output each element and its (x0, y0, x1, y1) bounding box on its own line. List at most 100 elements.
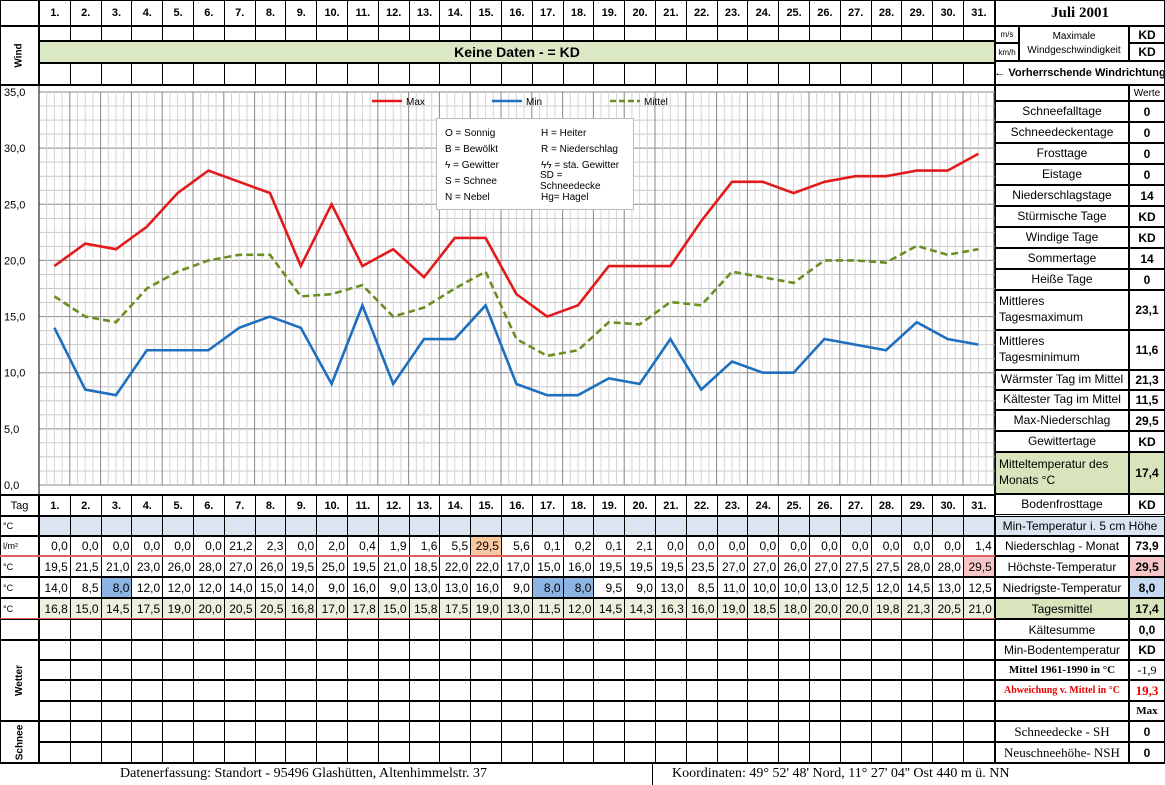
snow-cell (285, 742, 318, 763)
snow-cell (69, 721, 102, 742)
table-cell-min: 9,0 (501, 577, 533, 598)
table-cell-min: 9,0 (316, 577, 348, 598)
blank-cell (69, 619, 102, 640)
table-cell-max: 27,5 (870, 556, 903, 577)
wind-cell (655, 26, 687, 41)
table-cell-mittel: 21,0 (963, 598, 995, 619)
wind-cell (470, 63, 502, 85)
symbol-legend-right: Hg= Hagel (541, 191, 589, 203)
snow-cell (562, 742, 595, 763)
table-cell-null (963, 516, 995, 536)
snow-cell (470, 721, 502, 742)
tag-day: 10. (316, 495, 348, 516)
weather-cell (901, 660, 934, 680)
symbol-legend-row: B = Bewölkt R = Niederschlag (445, 141, 625, 157)
snow-cell (39, 742, 71, 763)
unit-cell: °C (0, 598, 39, 619)
weather-cell (501, 660, 533, 680)
stat-value: 0 (1129, 143, 1165, 164)
tag-day: 14. (439, 495, 472, 516)
wind-cell (685, 63, 718, 85)
blank-cell (778, 619, 810, 640)
table-cell-max: 22,0 (470, 556, 502, 577)
table-cell-precip: 21,2 (223, 536, 256, 556)
wind-cell (408, 63, 441, 85)
table-cell-max: 19,5 (285, 556, 318, 577)
day-header: 27. (839, 0, 872, 26)
tag-day: 1. (39, 495, 71, 516)
tag-day: 8. (254, 495, 287, 516)
weather-cell (39, 640, 71, 660)
wind-cell (254, 26, 287, 41)
table-cell-mittel: 20,5 (254, 598, 287, 619)
weather-cell (223, 640, 256, 660)
table-cell-precip: 0,0 (747, 536, 780, 556)
blank-cell (562, 619, 595, 640)
weather-cell (655, 640, 687, 660)
day-header: 13. (408, 0, 441, 26)
legend-label: Mittel (644, 97, 668, 108)
tag-day: 17. (531, 495, 564, 516)
symbol-legend-row: S = Schnee SD = Schneedecke (445, 170, 625, 192)
snow-cell (377, 742, 410, 763)
day-header: 15. (470, 0, 502, 26)
precip-month-value: 73,9 (1129, 536, 1165, 556)
wind-cell (839, 63, 872, 85)
weather-cell (531, 640, 564, 660)
table-cell-min: 15,0 (254, 577, 287, 598)
weather-cell (593, 701, 626, 721)
series-line-max (53, 152, 980, 319)
wind-cell (778, 63, 810, 85)
day-header: 28. (870, 0, 903, 26)
kaeltesumme-label: Kältesumme (995, 619, 1129, 640)
table-cell-null (932, 516, 964, 536)
stat-value: 0 (1129, 101, 1165, 122)
weather-cell (408, 680, 441, 701)
tag-day: 12. (377, 495, 410, 516)
table-cell-max: 15,0 (531, 556, 564, 577)
weather-cell (778, 660, 810, 680)
table-cell-min: 9,0 (624, 577, 656, 598)
snow-cell (716, 742, 749, 763)
wind-cell (778, 26, 810, 41)
schneedecke-value: 0 (1129, 721, 1165, 742)
table-cell-min: 11,0 (716, 577, 749, 598)
weather-cell (193, 640, 225, 660)
table-cell-max: 23,0 (131, 556, 164, 577)
table-cell-precip: 2,3 (254, 536, 287, 556)
wind-cell (624, 26, 656, 41)
blank-cell (870, 619, 903, 640)
weather-cell (747, 640, 780, 660)
table-cell-mittel: 18,5 (747, 598, 780, 619)
wind-cell (593, 26, 626, 41)
max-wind-label: Maximale Windgeschwindigkeit (1019, 26, 1129, 61)
weather-cell (593, 660, 626, 680)
month-title: Juli 2001 (995, 0, 1165, 26)
table-cell-precip: 1,9 (377, 536, 410, 556)
min-boden-value: KD (1129, 640, 1165, 660)
wind-label-cell: Wind (0, 26, 39, 85)
weather-cell (501, 640, 533, 660)
abweichung-value: 19,3 (1129, 680, 1165, 701)
day-header: 31. (963, 0, 995, 26)
table-cell-null (39, 516, 71, 536)
stat-label: Max-Niederschlag (995, 410, 1129, 431)
table-cell-precip: 0,0 (716, 536, 749, 556)
table-cell-min: 8,0 (562, 577, 595, 598)
weather-cell (285, 680, 318, 701)
weather-cell (254, 701, 287, 721)
table-cell-null (316, 516, 348, 536)
day-header: 11. (347, 0, 379, 26)
weather-cell (562, 660, 595, 680)
table-cell-null (439, 516, 472, 536)
weather-symbol-legend: O = Sonnig H = Heiter B = Bewölkt R = Niede… (436, 118, 634, 210)
stat-value: 29,5 (1129, 410, 1165, 431)
weather-cell (593, 680, 626, 701)
stat-label: Eistage (995, 164, 1129, 185)
weather-cell (439, 701, 472, 721)
table-cell-min: 13,0 (932, 577, 964, 598)
table-cell-precip: 1,4 (963, 536, 995, 556)
table-cell-mittel: 11,5 (531, 598, 564, 619)
blank-cell (470, 619, 502, 640)
table-cell-max: 21,0 (377, 556, 410, 577)
